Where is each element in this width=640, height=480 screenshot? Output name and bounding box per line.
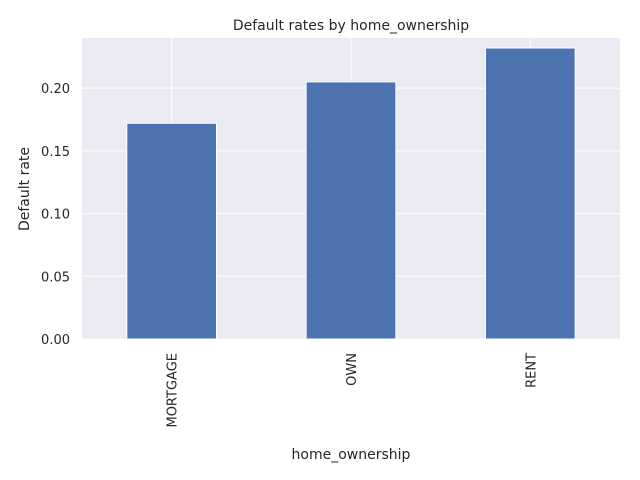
y-tick-label: 0.10 — [41, 208, 70, 223]
chart-title: Default rates by home_ownership — [233, 18, 469, 34]
y-tick-label: 0.00 — [41, 333, 70, 348]
x-axis-label: home_ownership — [292, 447, 411, 463]
bar-own — [305, 81, 397, 340]
bars — [126, 47, 576, 340]
x-tick-label: RENT — [524, 353, 539, 388]
y-axis-ticks: 0.00 0.05 0.10 0.15 0.20 — [41, 82, 70, 348]
bar-mortgage — [126, 122, 217, 340]
x-axis-ticks: MORTGAGE OWN RENT — [166, 353, 540, 428]
y-tick-label: 0.05 — [41, 270, 70, 285]
y-tick-label: 0.20 — [41, 82, 70, 97]
x-tick-label: MORTGAGE — [166, 353, 181, 428]
bar-rent — [485, 47, 576, 340]
y-tick-label: 0.15 — [41, 145, 70, 160]
y-axis-label: Default rate — [17, 147, 33, 231]
x-tick-label: OWN — [345, 353, 360, 386]
